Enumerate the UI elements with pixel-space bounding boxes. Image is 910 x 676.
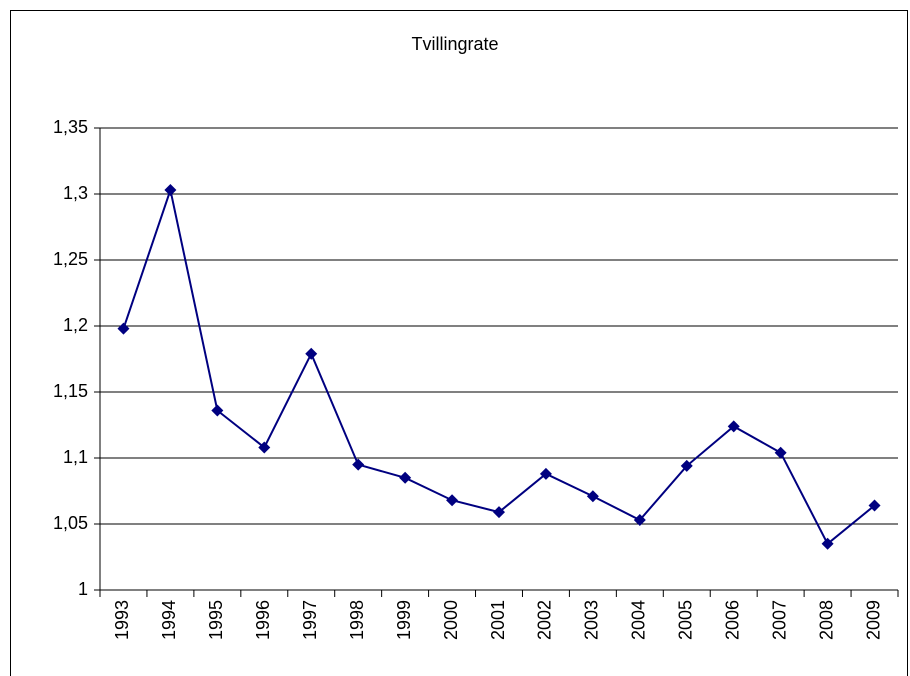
x-tick-label: 2005 [676, 600, 696, 640]
marker [399, 471, 412, 484]
x-tick-label: 2003 [582, 600, 602, 640]
marker [493, 506, 505, 519]
y-tick-label: 1,25 [53, 249, 88, 269]
x-tick-label: 2009 [863, 600, 883, 640]
marker [774, 446, 787, 459]
x-tick-label: 1999 [394, 600, 414, 640]
y-tick-label: 1 [78, 579, 88, 599]
x-tick-label: 2002 [535, 600, 555, 640]
marker [352, 458, 365, 471]
y-tick-label: 1,15 [53, 381, 88, 401]
x-tick-label: 2000 [441, 600, 461, 640]
y-tick-label: 1,1 [63, 447, 88, 467]
marker [211, 404, 224, 417]
x-tick-label: 1998 [347, 600, 367, 640]
marker [868, 499, 881, 512]
x-tick-label: 2004 [629, 600, 649, 640]
y-tick-label: 1,05 [53, 513, 88, 533]
x-tick-label: 1996 [253, 600, 273, 640]
x-tick-label: 2007 [769, 600, 789, 640]
x-tick-label: 2001 [488, 600, 508, 640]
marker [539, 467, 552, 480]
marker [821, 537, 834, 550]
marker [633, 514, 646, 527]
y-tick-label: 1,35 [53, 117, 88, 137]
x-tick-label: 1994 [159, 600, 179, 640]
marker [164, 184, 177, 197]
marker [446, 494, 459, 507]
chart-frame [10, 10, 908, 676]
marker [258, 441, 271, 454]
x-tick-label: 2008 [816, 600, 836, 640]
marker [117, 322, 130, 335]
marker [305, 347, 318, 360]
marker [727, 420, 740, 433]
x-tick-label: 1993 [112, 600, 132, 640]
marker [586, 490, 599, 503]
y-tick-label: 1,2 [63, 315, 88, 335]
x-tick-label: 2006 [722, 600, 742, 640]
chart-title: Tvillingrate [411, 34, 498, 54]
x-tick-label: 1997 [300, 600, 320, 640]
y-tick-label: 1,3 [63, 183, 88, 203]
x-tick-label: 1995 [206, 600, 226, 640]
marker [680, 459, 693, 472]
